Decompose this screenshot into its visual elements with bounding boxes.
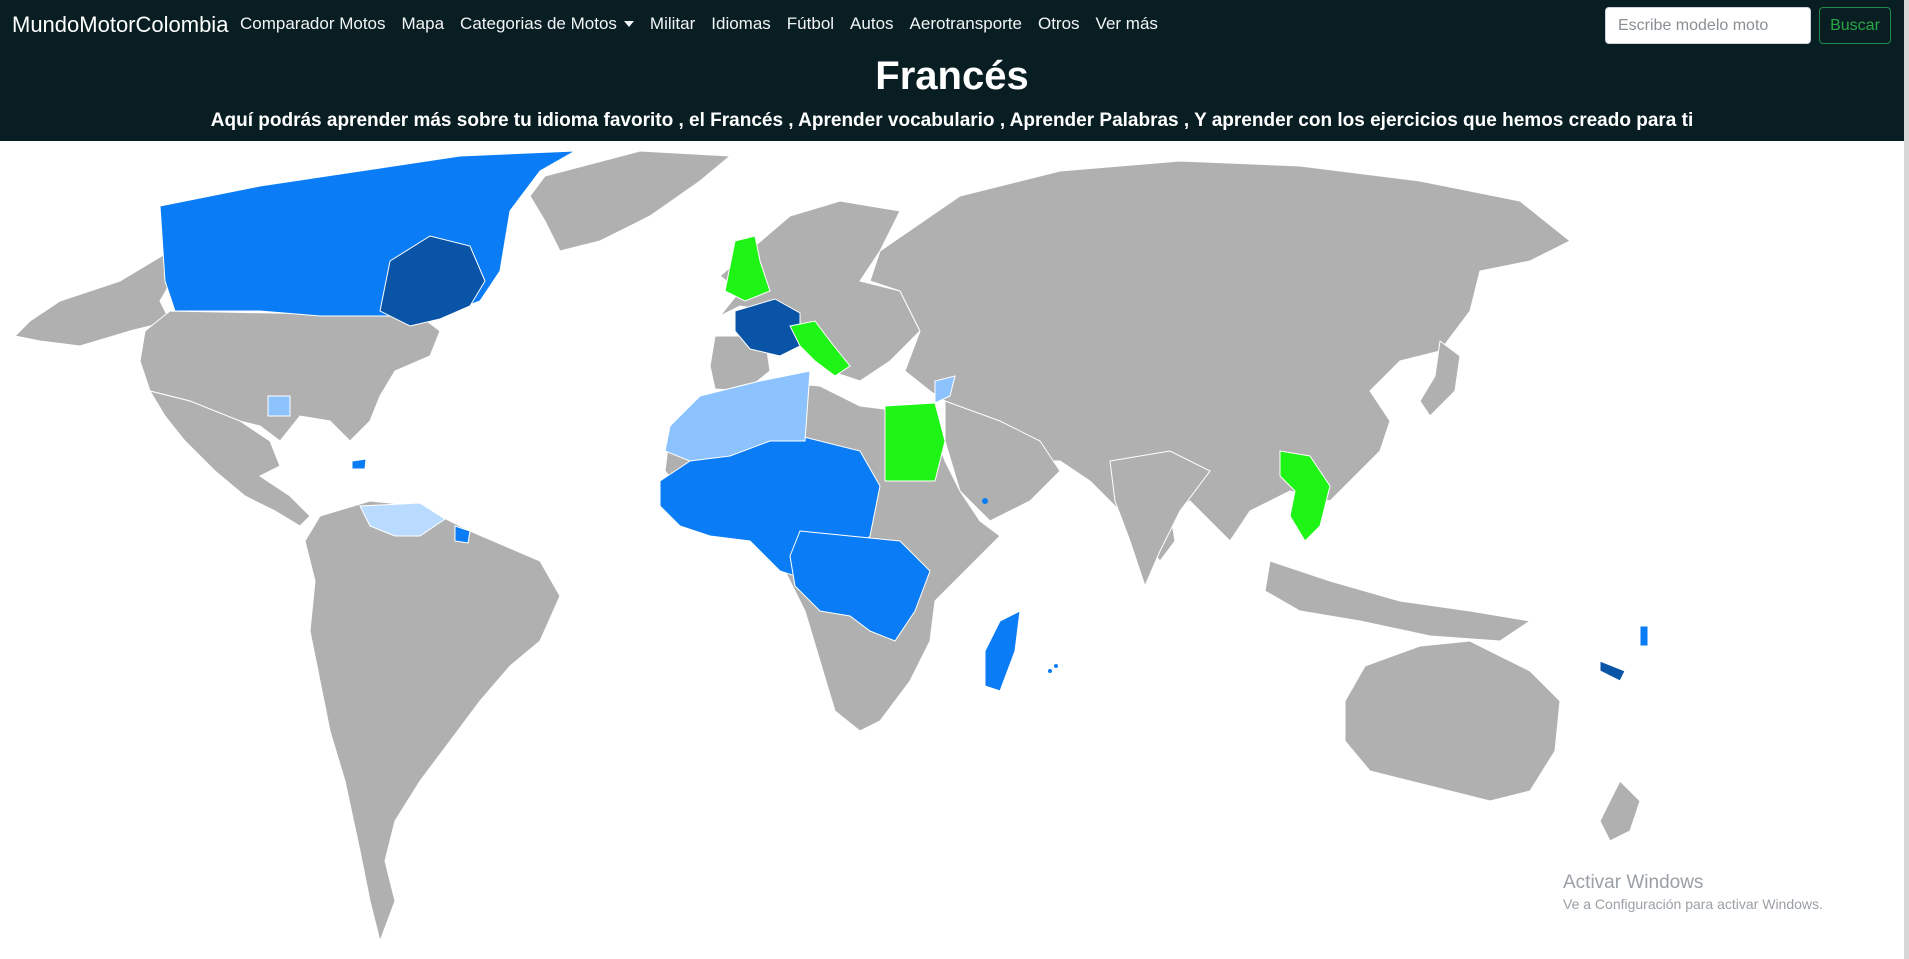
nav-futbol[interactable]: Fútbol bbox=[787, 14, 834, 34]
nav-militar[interactable]: Militar bbox=[650, 14, 695, 34]
nav-label: Otros bbox=[1037, 14, 1080, 33]
nav-menu: Comparador Motos Mapa Categorias de Moto… bbox=[240, 14, 1174, 34]
windows-activation-watermark: Activar Windows Ve a Configuración para … bbox=[1563, 872, 1823, 912]
region-madagascar[interactable] bbox=[984, 610, 1021, 692]
island-djibouti[interactable] bbox=[982, 498, 988, 504]
nav-label: Aerotransporte bbox=[909, 14, 1022, 33]
nav-label: Militar bbox=[649, 14, 696, 33]
region-indonesia[interactable] bbox=[1264, 560, 1532, 642]
page-title: Francés bbox=[875, 54, 1029, 98]
region-europe[interactable] bbox=[719, 200, 921, 382]
region-guiana[interactable] bbox=[454, 525, 471, 544]
brand-logo[interactable]: MundoMotorColombia bbox=[12, 12, 229, 37]
search-input[interactable] bbox=[1605, 7, 1811, 44]
nav-autos[interactable]: Autos bbox=[850, 14, 893, 34]
region-australia[interactable] bbox=[1344, 640, 1561, 802]
region-venezuela[interactable] bbox=[359, 502, 446, 537]
small-islands bbox=[982, 498, 1058, 673]
region-haiti[interactable] bbox=[351, 458, 367, 470]
region-maghreb[interactable] bbox=[664, 370, 811, 462]
page-scrollbar[interactable] bbox=[1904, 0, 1909, 959]
region-louisiana[interactable] bbox=[267, 395, 291, 417]
region-japan[interactable] bbox=[1419, 340, 1461, 417]
world-map-svg bbox=[13, 150, 1649, 943]
header-bar: MundoMotorColombia Comparador Motos Mapa… bbox=[0, 0, 1909, 141]
region-new-caledonia[interactable] bbox=[1599, 660, 1626, 682]
nav-aerotransporte[interactable]: Aerotransporte bbox=[910, 14, 1022, 34]
nav-mapa[interactable]: Mapa bbox=[402, 14, 445, 34]
nav-label: Comparador Motos bbox=[240, 14, 386, 33]
island-mauritius[interactable] bbox=[1054, 664, 1058, 668]
region-lebanon[interactable] bbox=[934, 375, 956, 404]
region-arabia[interactable] bbox=[944, 400, 1061, 522]
region-usa[interactable] bbox=[139, 310, 441, 442]
region-alaska[interactable] bbox=[13, 230, 201, 347]
nav-label: Idiomas bbox=[711, 14, 771, 33]
region-france[interactable] bbox=[734, 298, 801, 357]
nav-label: Mapa bbox=[401, 14, 445, 33]
watermark-subtitle: Ve a Configuración para activar Windows. bbox=[1563, 896, 1823, 912]
region-vietnam[interactable] bbox=[1279, 450, 1331, 542]
nav-idiomas[interactable]: Idiomas bbox=[711, 14, 771, 34]
region-egypt[interactable] bbox=[884, 402, 946, 482]
region-vanuatu[interactable] bbox=[1639, 625, 1649, 647]
region-south-america[interactable] bbox=[304, 500, 561, 943]
page-subtitle: Aquí podrás aprender más sobre tu idioma… bbox=[210, 110, 1694, 131]
region-central-africa[interactable] bbox=[789, 530, 931, 642]
region-new-zealand[interactable] bbox=[1599, 780, 1641, 842]
region-india[interactable] bbox=[1109, 450, 1211, 588]
watermark-title: Activar Windows bbox=[1563, 872, 1704, 893]
nav-ver-mas[interactable]: Ver más bbox=[1096, 14, 1158, 34]
region-uk[interactable] bbox=[724, 235, 771, 302]
nav-label: Categorias de Motos bbox=[460, 14, 617, 33]
region-italy[interactable] bbox=[789, 320, 851, 377]
region-quebec[interactable] bbox=[379, 235, 486, 327]
nav-label: Ver más bbox=[1095, 14, 1158, 33]
region-greenland[interactable] bbox=[529, 150, 732, 252]
caret-down-icon bbox=[623, 21, 634, 27]
search-button[interactable]: Buscar bbox=[1819, 7, 1891, 44]
nav-comparador-motos[interactable]: Comparador Motos bbox=[240, 14, 386, 34]
region-canada[interactable] bbox=[159, 150, 576, 317]
nav-label: Autos bbox=[850, 14, 894, 33]
island-reunion[interactable] bbox=[1048, 669, 1052, 673]
nav-otros[interactable]: Otros bbox=[1038, 14, 1080, 34]
world-map[interactable] bbox=[0, 141, 1909, 959]
nav-categorias-dropdown[interactable]: Categorias de Motos bbox=[460, 14, 634, 34]
navbar: MundoMotorColombia Comparador Motos Mapa… bbox=[0, 0, 1909, 50]
region-mexico[interactable] bbox=[148, 390, 311, 527]
nav-label: Fútbol bbox=[786, 14, 835, 33]
